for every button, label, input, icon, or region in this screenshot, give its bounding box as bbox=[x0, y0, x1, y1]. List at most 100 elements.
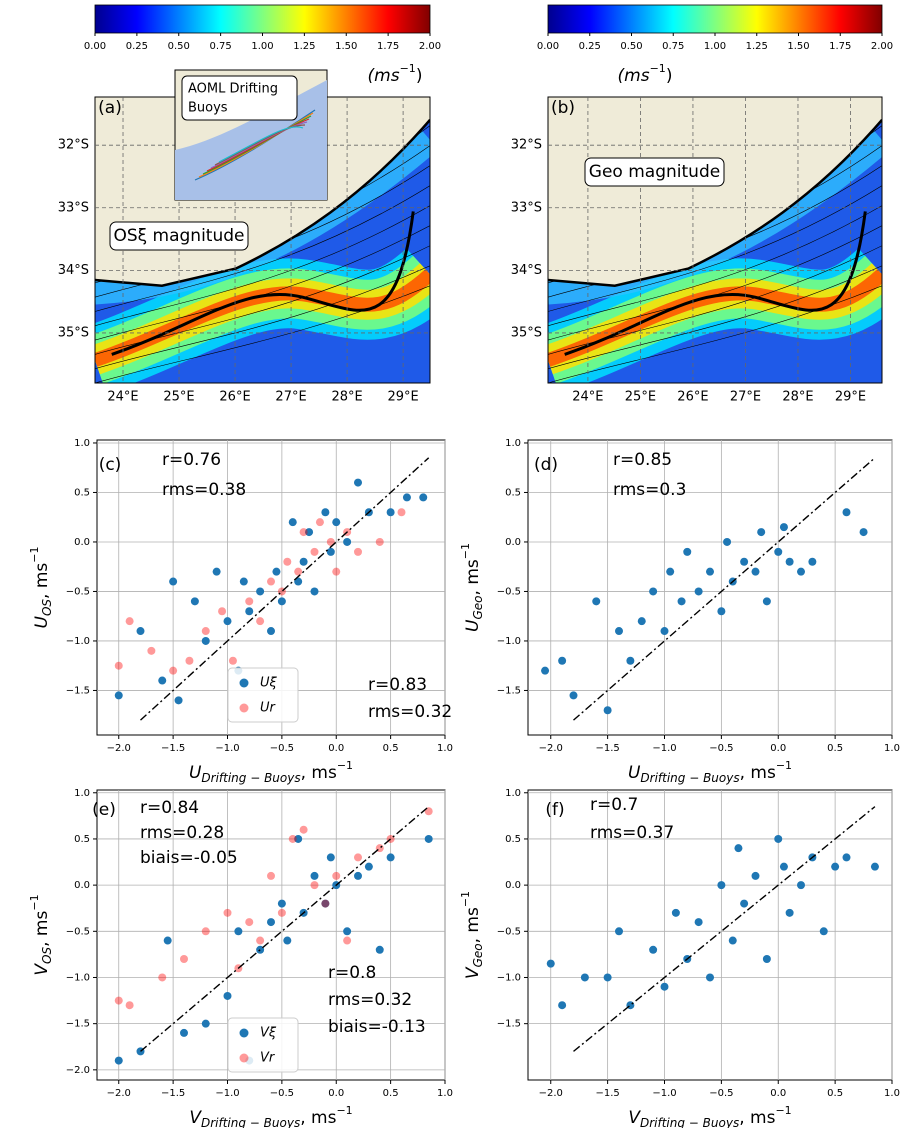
x-tick-label: 1.0 bbox=[884, 1088, 900, 1099]
label-part: U bbox=[32, 615, 52, 628]
point bbox=[201, 927, 210, 936]
x-tick-label: 25°E bbox=[625, 390, 656, 405]
y-tick-label: 0.5 bbox=[505, 834, 521, 845]
point bbox=[256, 617, 265, 626]
y-tick-label: 1.0 bbox=[505, 438, 521, 449]
y-tick-label: −1.0 bbox=[66, 636, 90, 647]
label-sup: −1 bbox=[28, 547, 41, 563]
point bbox=[683, 547, 692, 556]
point bbox=[190, 597, 199, 606]
annotation: r=0.7 bbox=[590, 795, 638, 815]
y-tick-label: 0.0 bbox=[505, 880, 521, 891]
point bbox=[717, 607, 726, 616]
annotation: r=0.8 bbox=[328, 963, 376, 983]
colorbar-tick-label: 1.25 bbox=[293, 41, 315, 52]
label-part: , ms bbox=[463, 907, 483, 943]
point bbox=[305, 528, 314, 537]
axis-label: VGeo, ms−1 bbox=[459, 891, 485, 979]
label-part: ) bbox=[416, 66, 423, 86]
y-tick-label: −0.5 bbox=[497, 926, 521, 937]
label-sup: −1 bbox=[337, 759, 353, 772]
point bbox=[831, 862, 840, 871]
x-tick-label: −0.5 bbox=[709, 1088, 733, 1099]
label-sup: −1 bbox=[775, 1104, 791, 1117]
point bbox=[310, 547, 319, 556]
x-tick-label: 27°E bbox=[275, 390, 306, 405]
point bbox=[375, 945, 384, 954]
point bbox=[354, 547, 362, 556]
point bbox=[169, 577, 178, 586]
x-tick-label: 28°E bbox=[782, 390, 813, 405]
point bbox=[299, 825, 308, 834]
point bbox=[294, 834, 303, 843]
label-part: , ms bbox=[32, 911, 52, 947]
point bbox=[223, 908, 232, 917]
annotation: r=0.85 bbox=[613, 450, 672, 470]
point bbox=[706, 567, 714, 576]
point bbox=[294, 567, 303, 576]
point bbox=[626, 656, 635, 665]
colorbar-tick-label: 1.00 bbox=[704, 41, 726, 52]
point bbox=[277, 899, 286, 908]
point bbox=[326, 537, 335, 546]
colorbar-tick-label: 1.25 bbox=[746, 41, 768, 52]
inset-label: Buoys bbox=[188, 101, 228, 116]
annotation: rms=0.38 bbox=[162, 480, 246, 500]
point bbox=[740, 899, 749, 908]
point bbox=[283, 557, 292, 566]
y-tick-label: 1.0 bbox=[74, 788, 90, 799]
label-part: (ms bbox=[618, 66, 650, 86]
reference-line bbox=[140, 806, 430, 1052]
y-tick-label: 0.0 bbox=[74, 537, 90, 548]
point bbox=[234, 927, 243, 936]
point bbox=[364, 862, 373, 871]
annotation-box bbox=[109, 221, 249, 251]
reference-line bbox=[573, 457, 876, 721]
x-tick-label: 29°E bbox=[387, 390, 418, 405]
x-tick-label: 0.5 bbox=[827, 743, 843, 754]
label-sub: OS bbox=[40, 946, 54, 963]
point bbox=[615, 927, 623, 936]
y-tick-label: 0.5 bbox=[74, 487, 90, 498]
point bbox=[277, 908, 286, 917]
coastline bbox=[95, 119, 430, 288]
point bbox=[723, 537, 732, 546]
x-tick-label: 1.0 bbox=[437, 1088, 453, 1099]
point bbox=[245, 597, 254, 606]
colorbar-tick-label: 1.00 bbox=[251, 41, 273, 52]
point bbox=[267, 627, 275, 636]
label-sup: −1 bbox=[400, 62, 416, 75]
point bbox=[797, 567, 805, 576]
point bbox=[779, 862, 788, 871]
y-tick-label: 35°S bbox=[58, 325, 89, 340]
point bbox=[649, 587, 658, 596]
x-tick-label: −1.5 bbox=[161, 743, 185, 754]
colorbar-tick-label: 1.50 bbox=[335, 41, 357, 52]
point bbox=[706, 973, 714, 982]
point bbox=[386, 853, 395, 862]
map-frame bbox=[547, 96, 883, 384]
annotation: r=0.76 bbox=[162, 450, 221, 470]
point bbox=[223, 617, 232, 626]
point bbox=[660, 627, 669, 636]
buoy-track bbox=[218, 126, 304, 163]
point bbox=[541, 666, 550, 675]
buoy-track bbox=[202, 115, 312, 175]
point bbox=[326, 853, 335, 862]
point bbox=[649, 945, 658, 954]
label-sup: −1 bbox=[776, 759, 792, 772]
x-tick-label: −2.0 bbox=[539, 1088, 563, 1099]
legend-label: Vξ bbox=[260, 1026, 277, 1041]
y-tick-label: 0.5 bbox=[505, 487, 521, 498]
point bbox=[728, 936, 737, 945]
panel-label: (e) bbox=[92, 800, 116, 820]
y-tick-label: −1.5 bbox=[497, 685, 521, 696]
point bbox=[288, 834, 297, 843]
label-part: ) bbox=[666, 66, 673, 86]
inset-box bbox=[181, 75, 298, 121]
point bbox=[785, 557, 794, 566]
point bbox=[245, 607, 254, 616]
x-tick-label: −0.5 bbox=[709, 743, 733, 754]
legend-label: Vr bbox=[260, 1051, 276, 1066]
x-tick-label: −2.0 bbox=[539, 743, 563, 754]
